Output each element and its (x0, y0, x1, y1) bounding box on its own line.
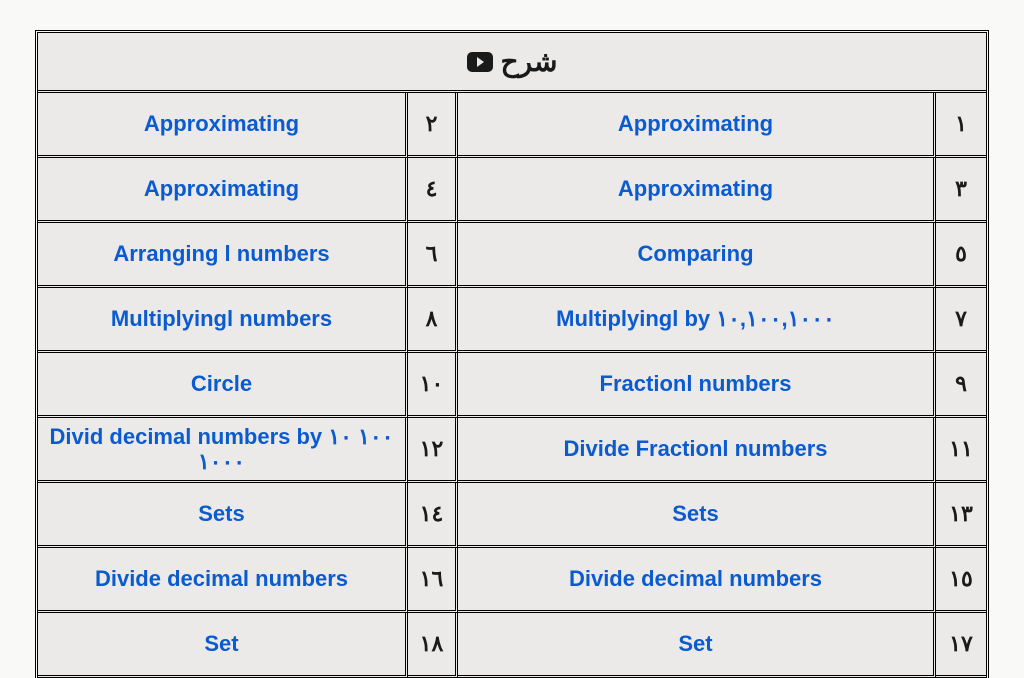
topic-link[interactable]: Set (458, 613, 936, 678)
topic-link[interactable]: Multiplyingl by ١٠,١٠٠,١٠٠٠ (458, 288, 936, 353)
lessons-tbody: Approximating ٢ Approximating ١ Approxim… (38, 93, 986, 678)
topic-link[interactable]: Arranging l numbers (38, 223, 408, 288)
row-number: ١٣ (936, 483, 986, 548)
row-number: ١٦ (408, 548, 458, 613)
youtube-icon (467, 52, 493, 72)
table-row: Circle ١٠ Fractionl numbers ٩ (38, 353, 986, 418)
row-number: ٣ (936, 158, 986, 223)
row-number: ٤ (408, 158, 458, 223)
topic-link[interactable]: Divid decimal numbers by ١٠٠ ١٠ ١٠٠٠ (38, 418, 408, 483)
row-number: ١٨ (408, 613, 458, 678)
row-number: ١ (936, 93, 986, 158)
row-number: ٧ (936, 288, 986, 353)
topic-link[interactable]: Approximating (458, 158, 936, 223)
row-number: ١٠ (408, 353, 458, 418)
table-header: شرح (38, 33, 986, 93)
table-row: Approximating ٤ Approximating ٣ (38, 158, 986, 223)
row-number: ٦ (408, 223, 458, 288)
topic-link[interactable]: Divide decimal numbers (38, 548, 408, 613)
row-number: ١١ (936, 418, 986, 483)
topic-link[interactable]: Circle (38, 353, 408, 418)
topic-link[interactable]: Approximating (458, 93, 936, 158)
topic-link[interactable]: Sets (38, 483, 408, 548)
row-number: ٨ (408, 288, 458, 353)
topic-link[interactable]: Approximating (38, 93, 408, 158)
topic-link[interactable]: Comparing (458, 223, 936, 288)
row-number: ١٢ (408, 418, 458, 483)
table-row: Arranging l numbers ٦ Comparing ٥ (38, 223, 986, 288)
topic-link[interactable]: Divide decimal numbers (458, 548, 936, 613)
table-row: Set ١٨ Set ١٧ (38, 613, 986, 678)
table-row: Divide decimal numbers ١٦ Divide decimal… (38, 548, 986, 613)
topic-link[interactable]: Sets (458, 483, 936, 548)
table-row: Divid decimal numbers by ١٠٠ ١٠ ١٠٠٠ ١٢ … (38, 418, 986, 483)
topic-link[interactable]: Fractionl numbers (458, 353, 936, 418)
lessons-table-container: شرح Approximating ٢ Approximating ١ Appr… (35, 30, 989, 678)
topic-link[interactable]: Approximating (38, 158, 408, 223)
row-number: ١٤ (408, 483, 458, 548)
row-number: ٩ (936, 353, 986, 418)
table-row: Sets ١٤ Sets ١٣ (38, 483, 986, 548)
row-number: ١٧ (936, 613, 986, 678)
table-row: Multiplyingl numbers ٨ Multiplyingl by ١… (38, 288, 986, 353)
header-title: شرح (501, 45, 558, 78)
topic-link[interactable]: Set (38, 613, 408, 678)
lessons-table: Approximating ٢ Approximating ١ Approxim… (38, 93, 986, 678)
table-row: Approximating ٢ Approximating ١ (38, 93, 986, 158)
row-number: ٢ (408, 93, 458, 158)
row-number: ١٥ (936, 548, 986, 613)
row-number: ٥ (936, 223, 986, 288)
topic-link[interactable]: Multiplyingl numbers (38, 288, 408, 353)
topic-link[interactable]: Divide Fractionl numbers (458, 418, 936, 483)
